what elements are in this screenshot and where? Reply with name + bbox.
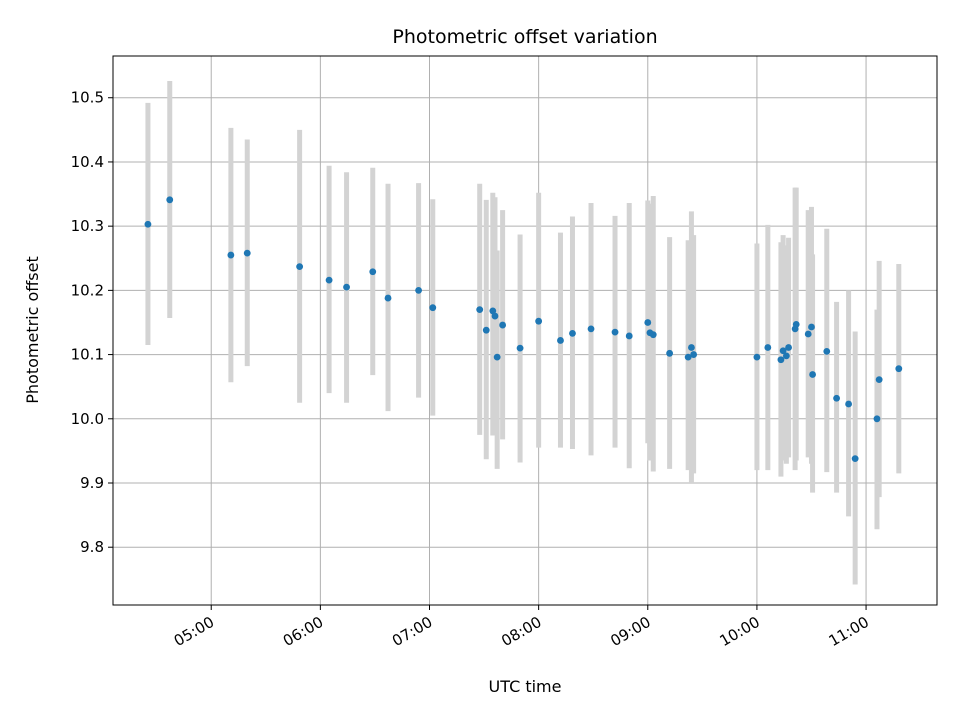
x-tick-label: 11:00 — [826, 613, 872, 650]
data-point — [611, 328, 619, 336]
data-point — [144, 220, 152, 228]
data-point — [649, 331, 657, 339]
y-tick-label: 10.3 — [71, 217, 104, 235]
data-point — [851, 455, 859, 462]
y-tick-label: 10.5 — [71, 89, 104, 107]
data-point — [369, 268, 377, 276]
data-point — [804, 330, 812, 338]
data-point — [489, 307, 497, 315]
data-point — [166, 196, 174, 204]
data-point — [644, 319, 652, 326]
data-point — [625, 332, 633, 340]
y-tick-label: 10.0 — [71, 410, 104, 428]
y-gridlines — [113, 97, 937, 548]
data-point — [569, 329, 576, 337]
data-point — [779, 347, 787, 355]
data-point — [690, 351, 698, 358]
data-point — [243, 249, 251, 257]
data-point — [684, 353, 692, 361]
chart-title: Photometric offset variation — [392, 26, 657, 48]
data-point — [782, 352, 790, 360]
data-point — [688, 344, 695, 351]
data-point — [325, 276, 333, 284]
data-point — [895, 365, 903, 373]
x-tick-label: 10:00 — [716, 613, 762, 650]
data-point — [666, 349, 674, 357]
plot-frame — [112, 55, 938, 606]
data-point — [499, 321, 507, 329]
data-points — [144, 196, 903, 462]
y-tick-label: 10.1 — [71, 346, 104, 364]
data-point — [343, 283, 350, 291]
errorbars — [145, 81, 902, 585]
data-point — [833, 394, 840, 402]
data-point — [808, 323, 815, 331]
data-point — [792, 321, 800, 328]
data-point — [873, 415, 881, 423]
x-axis-ticks: 05:00 06:00 07:00 08:00 09:00 10:00 11:00 — [171, 605, 872, 650]
data-point — [535, 317, 543, 325]
data-point — [823, 347, 831, 355]
data-point — [384, 294, 392, 302]
data-point — [482, 326, 490, 334]
data-point — [557, 337, 564, 344]
data-point — [777, 356, 785, 364]
data-point — [296, 263, 304, 271]
data-point — [516, 344, 524, 352]
data-point — [875, 376, 883, 384]
x-tick-label: 05:00 — [171, 613, 217, 650]
x-tick-label: 08:00 — [498, 613, 544, 650]
y-tick-label: 9.8 — [80, 538, 104, 556]
y-tick-label: 10.2 — [71, 281, 104, 299]
data-point — [845, 400, 852, 408]
y-tick-label: 9.9 — [80, 474, 104, 492]
data-point — [227, 251, 235, 259]
x-tick-label: 06:00 — [280, 613, 326, 650]
data-point — [764, 344, 772, 351]
x-tick-label: 09:00 — [607, 613, 653, 650]
data-point — [587, 325, 595, 333]
x-tick-label: 07:00 — [389, 613, 435, 650]
data-point — [753, 353, 761, 361]
data-point — [809, 371, 816, 378]
data-point — [493, 353, 501, 361]
data-point — [785, 344, 792, 351]
data-point — [429, 304, 437, 312]
data-point — [415, 286, 422, 294]
x-axis-label: UTC time — [489, 677, 562, 696]
y-axis-ticks: 9.8 9.9 10.0 10.1 10.2 10.3 10.4 10.5 — [71, 89, 113, 556]
data-point — [491, 312, 499, 320]
y-axis-label: Photometric offset — [23, 256, 42, 404]
y-tick-label: 10.4 — [71, 153, 104, 171]
data-point — [476, 306, 484, 314]
